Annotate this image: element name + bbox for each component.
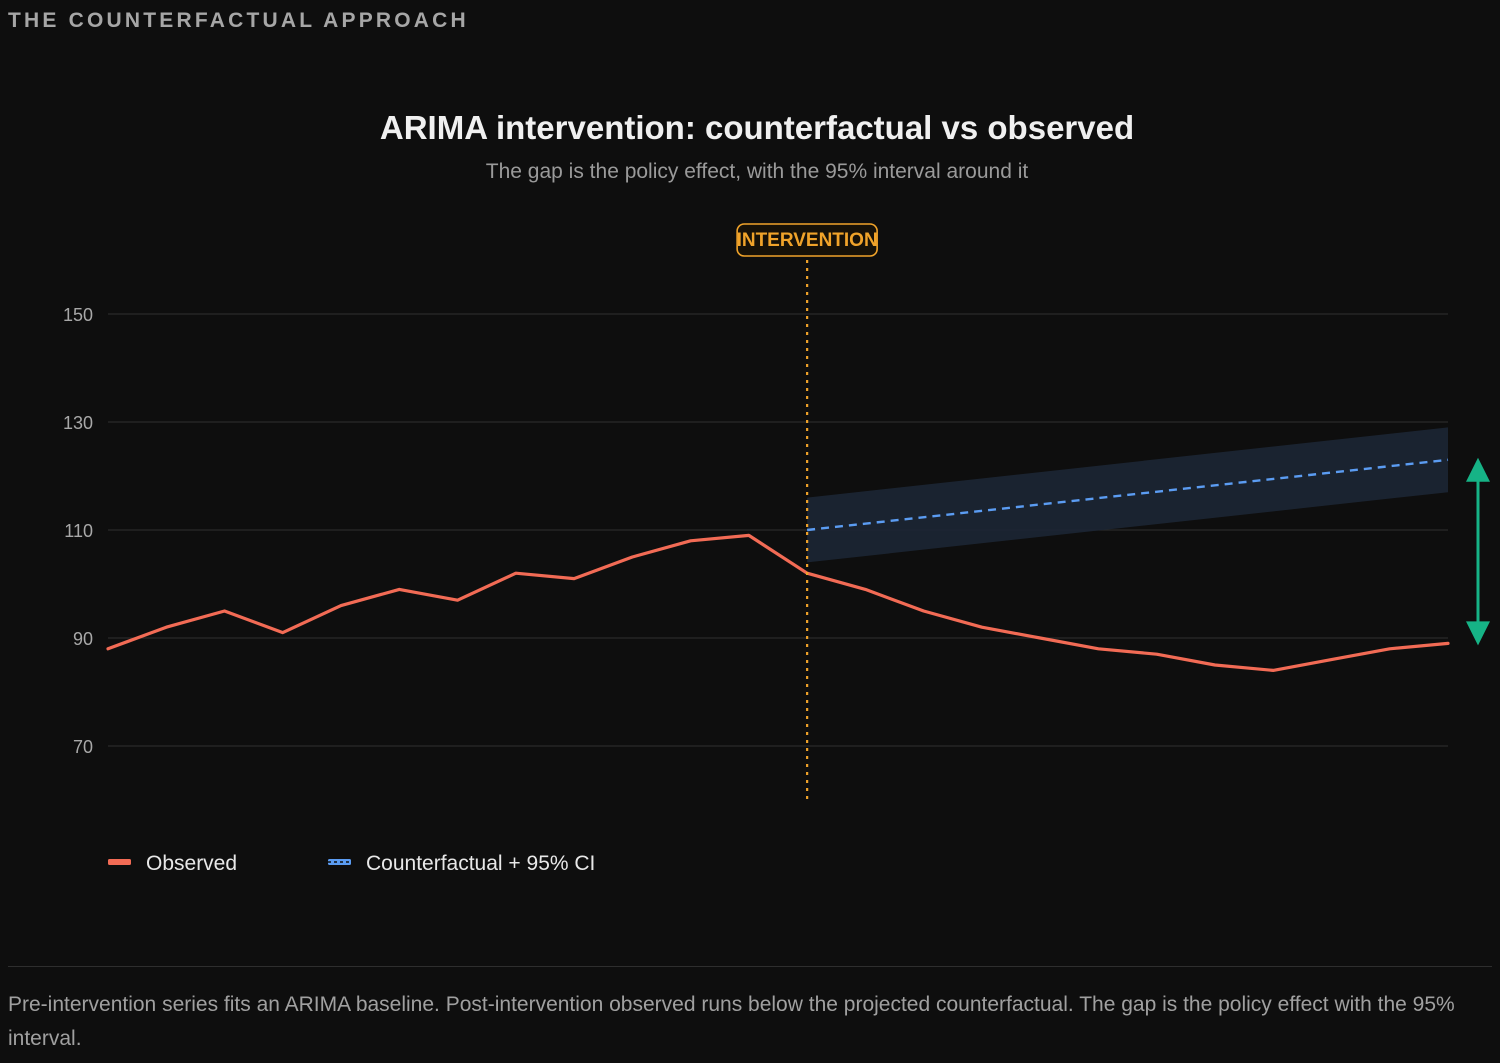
legend-label-counterfactual: Counterfactual + 95% CI xyxy=(366,852,595,875)
effect-arrow-layer xyxy=(1466,457,1490,646)
effect-arrow-head-bottom xyxy=(1466,621,1490,646)
intervention-layer: INTERVENTION xyxy=(736,223,878,800)
intervention-label: INTERVENTION xyxy=(737,230,878,251)
y-tick-label: 110 xyxy=(64,521,93,541)
intervention-badge xyxy=(736,223,878,257)
y-tick-label: 130 xyxy=(63,413,93,433)
series-layer xyxy=(106,458,1450,673)
section-label: THE COUNTERFACTUAL APPROACH xyxy=(8,9,469,32)
observed-line xyxy=(106,533,1450,673)
legend-label-observed: Observed xyxy=(146,852,237,875)
chart: ARIMA intervention: counterfactual vs ob… xyxy=(63,109,1490,875)
legend: Observed Counterfactual + 95% CI xyxy=(108,852,595,875)
y-tick-label: 70 xyxy=(73,737,93,757)
grid: 70 90 110 130 150 xyxy=(63,305,1448,757)
legend-item-observed[interactable]: Observed xyxy=(108,852,237,875)
y-tick-label: 90 xyxy=(73,629,93,649)
legend-item-counterfactual[interactable]: Counterfactual + 95% CI xyxy=(328,852,595,875)
counterfactual-line xyxy=(806,458,1449,532)
chart-caption: Pre-intervention series fits an ARIMA ba… xyxy=(8,993,1455,1050)
divider xyxy=(8,966,1492,967)
effect-arrow-head-top xyxy=(1466,457,1490,482)
legend-swatch-observed xyxy=(108,859,131,865)
chart-subtitle: The gap is the policy effect, with the 9… xyxy=(486,160,1029,183)
legend-swatch-counterfactual xyxy=(328,859,351,865)
y-tick-label: 150 xyxy=(63,305,93,325)
chart-title: ARIMA intervention: counterfactual vs ob… xyxy=(380,109,1134,146)
